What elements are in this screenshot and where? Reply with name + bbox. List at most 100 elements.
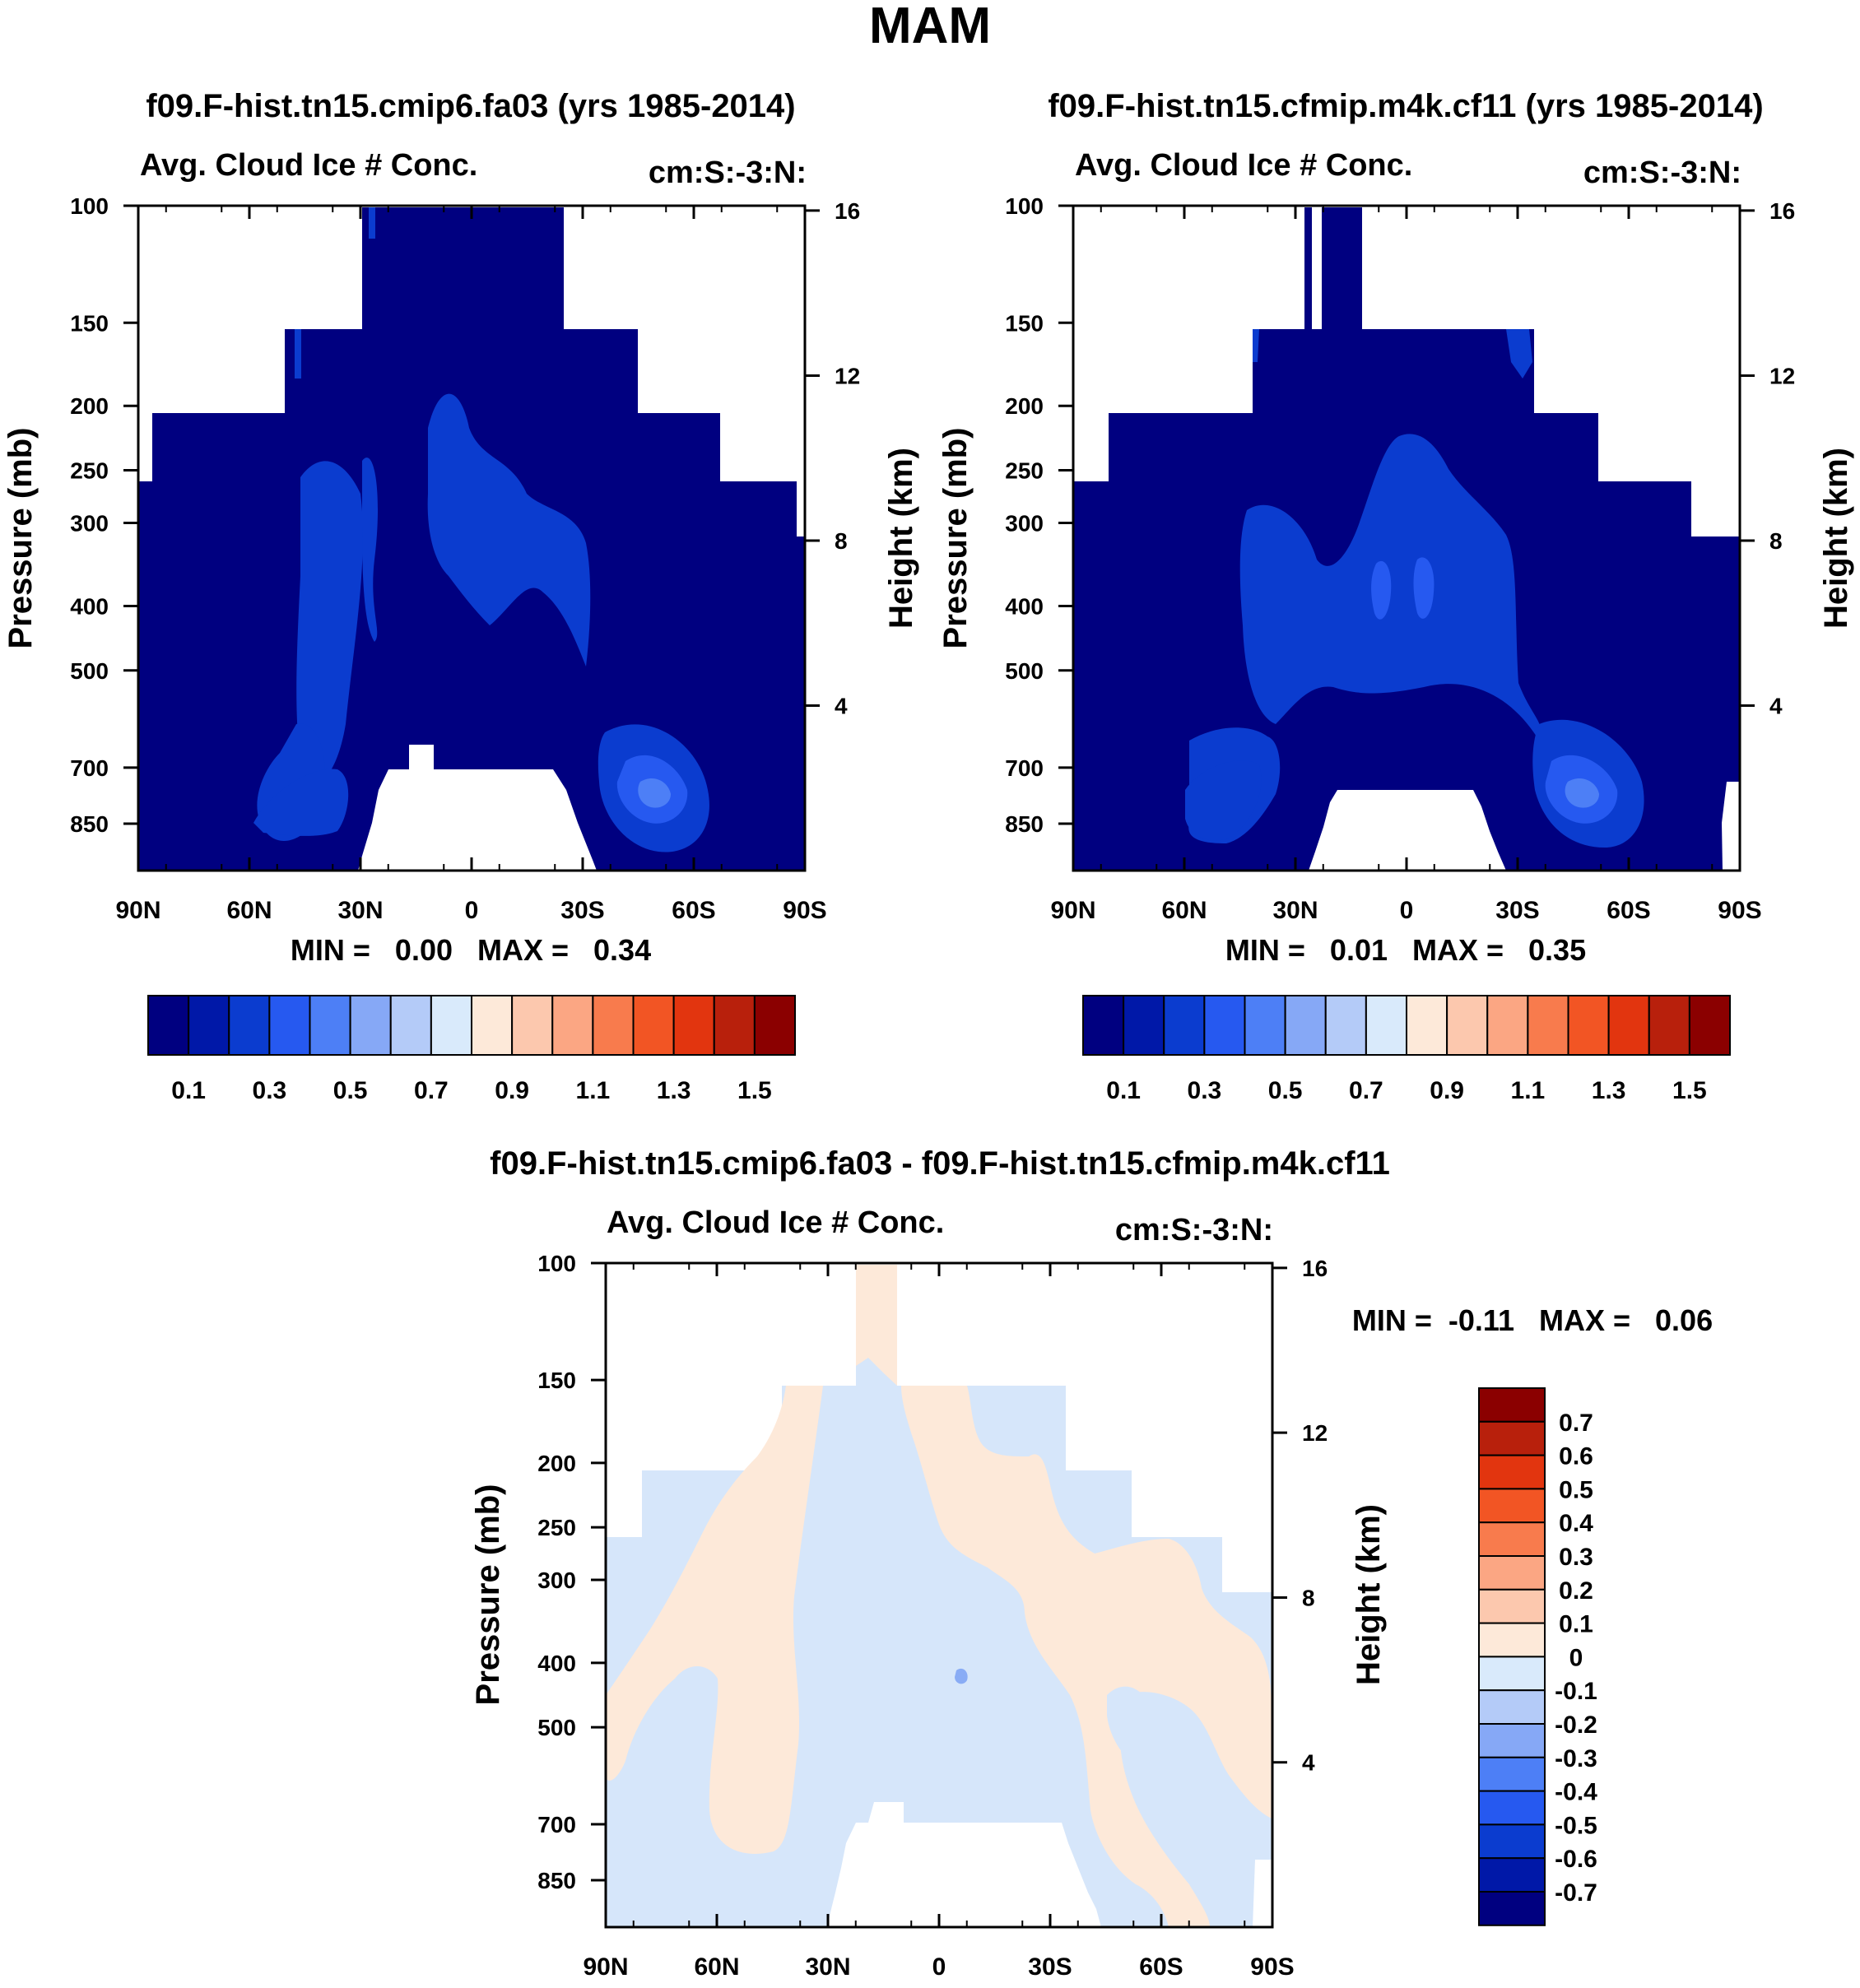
colorbar-swatch [1478, 1723, 1546, 1758]
min-max-stats: MIN = -0.11 MAX = 0.06 [1352, 1303, 1713, 1337]
x-tick-label: 30N [337, 897, 383, 924]
x-tick-label: 0 [1400, 897, 1414, 924]
x-tick-label: 60S [1139, 1953, 1183, 1981]
colorbar-label: 0.4 [1559, 1510, 1593, 1537]
colorbar-swatch [309, 995, 351, 1056]
colorbar-label: 0.9 [1430, 1077, 1464, 1104]
colorbar-swatch [1163, 995, 1206, 1056]
colorbar-label: 0.3 [1188, 1077, 1222, 1104]
colorbar-label: -0.5 [1555, 1812, 1597, 1839]
colorbar-swatch [1478, 1790, 1546, 1826]
panel-cmip6: f09.F-hist.tn15.cmip6.fa03 (yrs 1985-201… [2, 88, 919, 1104]
y2-axis: 16 12 8 4 [1740, 198, 1795, 718]
colorbar-swatch [1478, 1387, 1546, 1423]
colorbar-swatch [1478, 1857, 1546, 1893]
contour-level-1 [1506, 329, 1532, 379]
missing-region [1722, 782, 1740, 871]
y-axis-title: Pressure (mb) [470, 1484, 506, 1706]
contour-level-2 [1371, 560, 1392, 620]
y2-axis: 16 12 8 4 [1272, 1256, 1328, 1776]
y2-tick-label: 4 [1302, 1750, 1315, 1776]
y-tick-label: 400 [537, 1651, 576, 1676]
y2-axis: 16 12 8 4 [805, 198, 860, 718]
colorbar-label: 1.5 [1672, 1077, 1707, 1104]
colorbar-label: 0.1 [171, 1077, 206, 1104]
colorbar-label: 1.3 [657, 1077, 691, 1104]
colorbar-swatch [753, 995, 796, 1056]
colorbar-swatch [1478, 1521, 1546, 1557]
y-tick-label: 150 [1005, 310, 1044, 336]
colorbar-label: 0.5 [1559, 1476, 1593, 1503]
colorbar-swatch [1478, 1823, 1546, 1860]
colorbar-label: -0.2 [1555, 1712, 1597, 1739]
missing-region [827, 1802, 1101, 1927]
colorbar-swatch [1478, 1756, 1546, 1792]
colorbar-swatch [672, 995, 715, 1056]
missing-region [358, 745, 597, 871]
contour-level-1 [1253, 329, 1259, 362]
y-tick-label: 200 [1005, 393, 1044, 419]
x-tick-label: 60N [226, 897, 272, 924]
colorbar-swatch [430, 995, 472, 1056]
y-tick-label: 250 [537, 1515, 576, 1540]
colorbar-label: 0.6 [1559, 1443, 1593, 1470]
panel-diff: f09.F-hist.tn15.cmip6.fa03 - f09.F-hist.… [470, 1145, 1713, 1981]
x-tick-label: 90N [1050, 897, 1095, 924]
contour-field [1073, 207, 1740, 871]
colorbar-label: 1.1 [576, 1077, 611, 1104]
y-tick-label: 500 [537, 1715, 576, 1740]
y-tick-label: 250 [70, 458, 109, 484]
y-tick-label: 300 [537, 1568, 576, 1593]
colorbar-swatch [147, 995, 190, 1056]
y-tick-label: 850 [537, 1868, 576, 1893]
y-tick-label: 300 [70, 511, 109, 536]
x-axis: 90N 60N 30N 0 30S 60S 90S [115, 206, 827, 924]
colorbar-swatch [1688, 995, 1731, 1056]
colorbar-swatch [1324, 995, 1367, 1056]
colorbar-label: 0.3 [1559, 1544, 1593, 1571]
colorbar-swatch [632, 995, 675, 1056]
x-tick-label: 0 [465, 897, 479, 924]
colorbar-swatch [1478, 1454, 1546, 1490]
colorbar-swatch [592, 995, 635, 1056]
colorbar-label: 0.9 [495, 1077, 529, 1104]
colorbar-swatch [713, 995, 756, 1056]
y2-tick-label: 8 [835, 528, 848, 554]
contour-negative [1107, 1686, 1156, 1765]
contour-level-1 [369, 207, 375, 239]
colorbar-swatch [1406, 995, 1448, 1056]
colorbar-swatch [1244, 995, 1286, 1056]
x-tick-label: 90S [783, 897, 826, 924]
contour-level-1 [427, 393, 591, 667]
y-tick-label: 400 [70, 593, 109, 619]
y2-tick-label: 16 [835, 198, 860, 224]
y-tick-label: 200 [70, 393, 109, 419]
panel-left-label: Avg. Cloud Ice # Conc. [140, 148, 477, 183]
x-tick-label: 30S [1495, 897, 1539, 924]
panel-title: f09.F-hist.tn15.cmip6.fa03 (yrs 1985-201… [146, 88, 795, 124]
contour-level-1 [362, 458, 379, 642]
colorbar-swatch [1607, 995, 1650, 1056]
missing-gap [1312, 207, 1322, 329]
y-axis-title: Pressure (mb) [937, 428, 974, 649]
y-axis: 100 150 200 250 300 400 500 700 850 [537, 1251, 606, 1893]
contour-level-3 [1565, 778, 1599, 808]
y-tick-label: 850 [1005, 811, 1044, 837]
y-tick-label: 700 [537, 1812, 576, 1837]
colorbar-swatch [1478, 1656, 1546, 1692]
contour-level-3 [638, 778, 671, 808]
colorbar-swatch [389, 995, 432, 1056]
colorbar-swatch [1284, 995, 1327, 1056]
colorbar-swatch [1527, 995, 1569, 1056]
colorbar-swatch [1365, 995, 1407, 1056]
panel-left-label: Avg. Cloud Ice # Conc. [1075, 148, 1412, 183]
colorbar-swatch [1567, 995, 1610, 1056]
panel-right-label: cm:S:-3:N: [649, 156, 807, 190]
y2-tick-label: 4 [835, 693, 848, 718]
colorbar: 0.1 0.3 0.5 0.7 0.9 1.1 1.3 1.5 [1082, 995, 1731, 1104]
colorbar-label: 0.1 [1106, 1077, 1141, 1104]
colorbar-swatch [511, 995, 554, 1056]
contour-positive [606, 1386, 823, 1854]
colorbar-label: 1.5 [737, 1077, 772, 1104]
